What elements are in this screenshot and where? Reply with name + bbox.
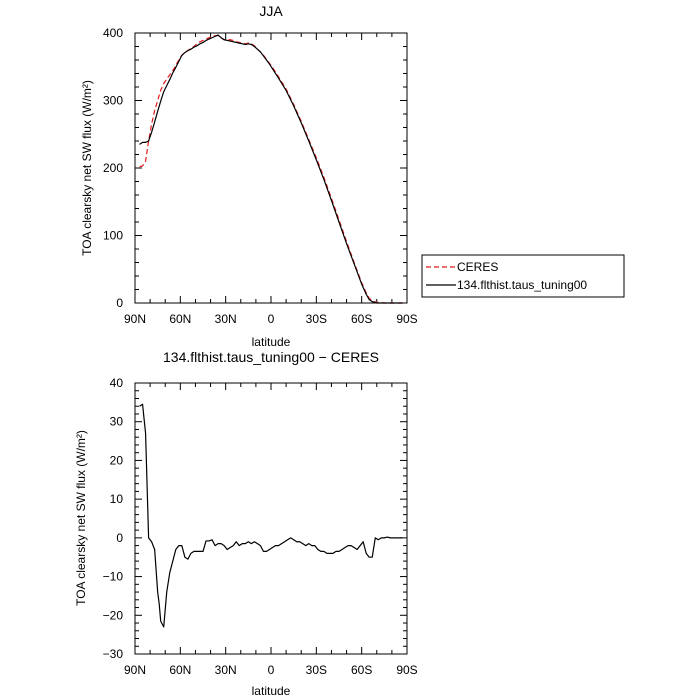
top-plot-frame bbox=[134, 32, 408, 304]
top-axis-ticks: 90N 60N 30N 0 30S 60S 90S 0 100 200 300 400 bbox=[103, 26, 418, 326]
top-xtick-label: 60S bbox=[351, 312, 372, 326]
bottom-ytick-label: −30 bbox=[103, 647, 124, 661]
bottom-plot-frame bbox=[134, 382, 408, 655]
bottom-ytick-label: 40 bbox=[110, 376, 124, 390]
top-series-lines bbox=[139, 34, 403, 304]
bottom-ytick-label: 20 bbox=[110, 453, 124, 467]
bottom-xtick-label: 0 bbox=[268, 663, 275, 677]
bottom-xtick-label: 60N bbox=[169, 663, 191, 677]
bottom-panel: 134.flthist.taus_tuning00 − CERES 90N 60N… bbox=[74, 349, 418, 698]
top-xtick-label: 90N bbox=[124, 312, 146, 326]
bottom-ytick-label: −20 bbox=[103, 608, 124, 622]
bottom-xtick-label: 60S bbox=[351, 663, 372, 677]
legend: CERES 134.flthist.taus_tuning00 bbox=[421, 254, 625, 298]
top-chart-title: JJA bbox=[259, 3, 283, 19]
top-ytick-label: 200 bbox=[103, 161, 123, 175]
bottom-series-line-0 bbox=[139, 403, 403, 628]
bottom-ytick-label: −10 bbox=[103, 570, 124, 584]
top-series-line-1 bbox=[139, 34, 403, 304]
bottom-xtick-label: 90N bbox=[124, 663, 146, 677]
top-x-axis-label: latitude bbox=[252, 335, 291, 349]
top-xtick-label: 0 bbox=[268, 312, 275, 326]
bottom-xtick-label: 30N bbox=[215, 663, 237, 677]
top-ytick-label: 100 bbox=[103, 229, 123, 243]
top-xtick-label: 30S bbox=[306, 312, 327, 326]
top-xtick-label: 90S bbox=[396, 312, 417, 326]
bottom-y-axis-label: TOA clearsky net SW flux (W/m²) bbox=[74, 430, 88, 606]
legend-box bbox=[421, 254, 625, 298]
top-ytick-label: 400 bbox=[103, 26, 123, 40]
bottom-chart-title: 134.flthist.taus_tuning00 − CERES bbox=[163, 349, 379, 365]
bottom-axis-ticks: 90N 60N 30N 0 30S 60S 90S −30 −20 −10 0 10 20 30 40 bbox=[103, 376, 418, 677]
top-y-axis-label: TOA clearsky net SW flux (W/m²) bbox=[80, 80, 94, 256]
bottom-xtick-label: 90S bbox=[396, 663, 417, 677]
bottom-x-axis-label: latitude bbox=[252, 684, 291, 698]
bottom-ytick-label: 30 bbox=[110, 415, 124, 429]
top-ytick-label: 0 bbox=[116, 296, 123, 310]
legend-label-model: 134.flthist.taus_tuning00 bbox=[457, 278, 587, 292]
bottom-series-lines bbox=[139, 403, 403, 628]
bottom-ytick-label: 10 bbox=[110, 492, 124, 506]
top-series-line-0 bbox=[139, 35, 403, 304]
legend-label-ceres: CERES bbox=[457, 260, 498, 274]
top-ytick-label: 300 bbox=[103, 94, 123, 108]
top-xtick-label: 60N bbox=[169, 312, 191, 326]
top-xtick-label: 30N bbox=[215, 312, 237, 326]
bottom-xtick-label: 30S bbox=[306, 663, 327, 677]
bottom-ytick-label: 0 bbox=[116, 531, 123, 545]
top-panel: JJA 90N 60N 30N 0 30S 60S 90S 0 100 200 300 400 lat… bbox=[80, 3, 418, 349]
